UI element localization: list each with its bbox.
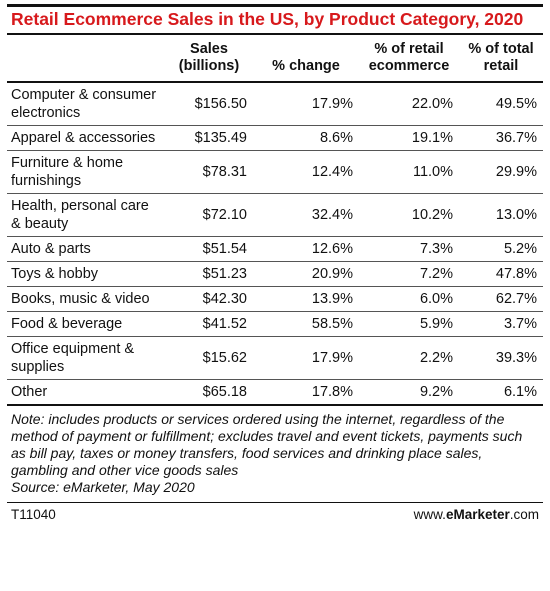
header-sales-line2: (billions): [178, 58, 240, 74]
cell-pct-total: 62.7%: [459, 286, 543, 312]
header-pct-total-line1: % of total: [468, 41, 534, 57]
cell-pct-total: 29.9%: [459, 150, 543, 194]
cell-pct-total: 49.5%: [459, 82, 543, 126]
cell-change: 8.6%: [253, 125, 359, 151]
header-change: % change: [253, 35, 359, 83]
cell-pct-ecommerce: 9.2%: [359, 379, 459, 406]
cell-pct-total: 3.7%: [459, 311, 543, 337]
cell-change: 20.9%: [253, 261, 359, 287]
table-row: Apparel & accessories $135.49 8.6% 19.1% 36.…: [7, 125, 543, 151]
cell-category: Computer & consumer electronics: [7, 82, 165, 126]
footnote: Note: includes products or services orde…: [11, 411, 523, 478]
table-row: Toys & hobby $51.23 20.9% 7.2% 47.8%: [7, 261, 543, 287]
table-row: Auto & parts $51.54 12.6% 7.3% 5.2%: [7, 236, 543, 262]
header-pct-total: % of total retail: [459, 35, 543, 83]
cell-change: 17.9%: [253, 336, 359, 380]
cell-category: Auto & parts: [7, 236, 165, 262]
cell-category: Furniture & home furnishings: [7, 150, 165, 194]
cell-sales: $51.54: [165, 236, 253, 262]
cell-change: 58.5%: [253, 311, 359, 337]
cell-pct-ecommerce: 2.2%: [359, 336, 459, 380]
top-rule: [7, 4, 543, 7]
cell-sales: $51.23: [165, 261, 253, 287]
cell-pct-ecommerce: 5.9%: [359, 311, 459, 337]
cell-category: Other: [7, 379, 165, 406]
cell-sales: $156.50: [165, 82, 253, 126]
cell-category: Apparel & accessories: [7, 125, 165, 151]
table-row: Other $65.18 17.8% 9.2% 6.1%: [7, 379, 543, 406]
title-rule: [7, 33, 543, 35]
table-row: Food & beverage $41.52 58.5% 5.9% 3.7%: [7, 311, 543, 337]
cell-sales: $41.52: [165, 311, 253, 337]
header-row: Sales (billions) % change % of retail ecom…: [7, 35, 543, 83]
cell-change: 17.9%: [253, 82, 359, 126]
header-pct-ecommerce: % of retail ecommerce: [359, 35, 459, 83]
cell-category: Food & beverage: [7, 311, 165, 337]
cell-change: 13.9%: [253, 286, 359, 312]
cell-pct-ecommerce: 11.0%: [359, 150, 459, 194]
header-pct-ecommerce-line2: ecommerce: [368, 58, 450, 74]
cell-pct-ecommerce: 7.2%: [359, 261, 459, 287]
header-pct-ecommerce-line1: % of retail: [374, 41, 444, 57]
table-row: Computer & consumer electronics $156.50 17…: [7, 82, 543, 126]
cell-sales: $78.31: [165, 150, 253, 194]
cell-change: 32.4%: [253, 193, 359, 237]
table-body: Computer & consumer electronics $156.50 17…: [7, 82, 543, 406]
cell-sales: $42.30: [165, 286, 253, 312]
table-row: Furniture & home furnishings $78.31 12.4% 1…: [7, 150, 543, 194]
table-row: Health, personal care & beauty $72.10 32.4…: [7, 193, 543, 237]
cell-pct-total: 13.0%: [459, 193, 543, 237]
cell-sales: $15.62: [165, 336, 253, 380]
cell-pct-total: 36.7%: [459, 125, 543, 151]
cell-pct-total: 47.8%: [459, 261, 543, 287]
source-line: Source: eMarketer, May 2020: [7, 479, 543, 503]
cell-category: Office equipment & supplies: [7, 336, 165, 380]
cell-pct-ecommerce: 10.2%: [359, 193, 459, 237]
brand-prefix: www.: [413, 507, 446, 522]
cell-change: 12.4%: [253, 150, 359, 194]
cell-pct-total: 6.1%: [459, 379, 543, 406]
cell-category: Books, music & video: [7, 286, 165, 312]
cell-pct-total: 5.2%: [459, 236, 543, 262]
cell-sales: $72.10: [165, 193, 253, 237]
chart-id: T11040: [11, 507, 56, 522]
cell-sales: $65.18: [165, 379, 253, 406]
cell-category: Health, personal care & beauty: [7, 193, 165, 237]
cell-sales: $135.49: [165, 125, 253, 151]
chart-title: Retail Ecommerce Sales in the US, by Pro…: [11, 9, 524, 29]
cell-category: Toys & hobby: [7, 261, 165, 287]
cell-pct-ecommerce: 19.1%: [359, 125, 459, 151]
brand-suffix: .com: [509, 507, 539, 522]
header-category: [7, 35, 165, 83]
header-sales-line1: Sales: [190, 41, 228, 57]
chart-container: Retail Ecommerce Sales in the US, by Pro…: [7, 0, 543, 522]
cell-change: 17.8%: [253, 379, 359, 406]
cell-pct-total: 39.3%: [459, 336, 543, 380]
brand-link[interactable]: www.eMarketer.com: [414, 507, 539, 522]
header-pct-total-line2: retail: [483, 58, 519, 74]
footer: T11040 www.eMarketer.com: [7, 503, 543, 522]
header-sales: Sales (billions): [165, 35, 253, 83]
data-table: Sales (billions) % change % of retail ecom…: [7, 35, 543, 406]
cell-pct-ecommerce: 6.0%: [359, 286, 459, 312]
cell-pct-ecommerce: 7.3%: [359, 236, 459, 262]
table-row: Office equipment & supplies $15.62 17.9% 2.…: [7, 336, 543, 380]
brand-name: eMarketer: [445, 507, 510, 522]
table-row: Books, music & video $42.30 13.9% 6.0% 62.7%: [7, 286, 543, 312]
cell-change: 12.6%: [253, 236, 359, 262]
cell-pct-ecommerce: 22.0%: [359, 82, 459, 126]
